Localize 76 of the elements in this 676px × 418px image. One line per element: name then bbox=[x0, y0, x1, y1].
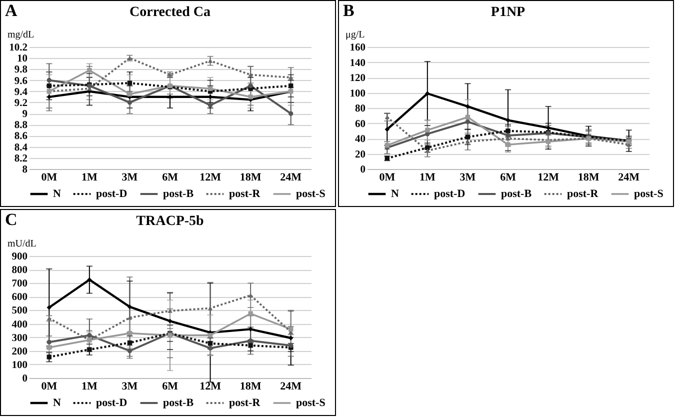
text: A bbox=[5, 1, 18, 21]
legend-label: post-R bbox=[567, 188, 600, 200]
x-tick-label: 1M bbox=[81, 380, 98, 392]
x-tick-label: 0M bbox=[41, 380, 58, 392]
y-axis-title: μg/L bbox=[346, 30, 365, 40]
legend-label: post-S bbox=[296, 188, 326, 200]
y-tick-label: 60 bbox=[355, 118, 366, 130]
y-axis-title: mU/dL bbox=[8, 238, 36, 250]
y-tick-label: 100 bbox=[12, 360, 28, 371]
y-tick-label: 500 bbox=[12, 306, 28, 317]
chart-title: P1NP bbox=[490, 5, 526, 20]
x-tick-label: 0M bbox=[379, 172, 396, 184]
x-tick-label: 12M bbox=[200, 172, 222, 184]
legend-label: post-R bbox=[229, 397, 262, 409]
x-tick-label: 0M bbox=[41, 172, 58, 184]
y-tick-label: 140 bbox=[350, 58, 366, 69]
y-tick-label: 80 bbox=[355, 104, 366, 114]
text: B bbox=[343, 1, 354, 21]
x-tick-label: 18M bbox=[240, 172, 262, 184]
x-tick-label: 6M bbox=[162, 172, 179, 184]
x-tick-label: 6M bbox=[162, 380, 179, 392]
y-tick-label: 20 bbox=[355, 149, 366, 160]
y-axis-title: mg/dL bbox=[8, 30, 34, 40]
y-tick-label: 900 bbox=[12, 252, 28, 262]
y-tick-label: 10 bbox=[17, 54, 28, 65]
x-tick-label: 1M bbox=[81, 172, 98, 184]
y-tick-label: 9.4 bbox=[14, 86, 28, 98]
legend-label: N bbox=[53, 188, 61, 200]
y-tick-label: 10.2 bbox=[9, 42, 28, 54]
y-tick-label: 160 bbox=[350, 42, 366, 54]
x-tick-label: 24M bbox=[280, 172, 302, 184]
x-tick-label: 12M bbox=[538, 172, 560, 184]
y-tick-label: 400 bbox=[12, 319, 28, 330]
y-tick-label: 0 bbox=[360, 164, 366, 176]
legend-label: post-B bbox=[163, 397, 194, 409]
y-tick-label: 800 bbox=[12, 265, 28, 276]
text: C bbox=[5, 210, 18, 230]
x-tick-label: 3M bbox=[460, 172, 476, 184]
y-tick-label: 600 bbox=[12, 292, 28, 304]
y-tick-label: 0 bbox=[22, 374, 28, 384]
chart-title: TRACP-5b bbox=[136, 214, 204, 229]
legend-label: post-S bbox=[634, 188, 664, 200]
legend-label: N bbox=[53, 397, 61, 409]
legend-label: N bbox=[391, 188, 399, 200]
x-tick-label: 24M bbox=[618, 172, 640, 184]
y-tick-label: 300 bbox=[12, 332, 28, 344]
y-tick-label: 200 bbox=[12, 346, 28, 358]
y-tick-label: 8 bbox=[22, 164, 28, 176]
legend-label: post-D bbox=[96, 397, 128, 409]
x-tick-label: 1M bbox=[419, 172, 436, 184]
chart-title: Corrected Ca bbox=[130, 5, 210, 20]
y-tick-label: 40 bbox=[355, 134, 366, 145]
y-tick-label: 120 bbox=[350, 73, 366, 84]
x-tick-label: 3M bbox=[122, 380, 138, 392]
legend-label: post-D bbox=[96, 188, 128, 200]
y-tick-label: 9.6 bbox=[14, 76, 28, 87]
y-tick-label: 8.6 bbox=[14, 131, 28, 142]
legend-label: post-S bbox=[296, 397, 326, 409]
x-tick-label: 18M bbox=[240, 380, 262, 392]
x-tick-label: 6M bbox=[500, 172, 517, 184]
y-tick-label: 8.2 bbox=[14, 153, 28, 164]
y-tick-label: 9.2 bbox=[14, 98, 28, 109]
y-tick-label: 700 bbox=[12, 278, 28, 290]
x-tick-label: 24M bbox=[280, 380, 302, 392]
legend-label: post-B bbox=[163, 188, 194, 200]
x-tick-label: 3M bbox=[122, 172, 138, 184]
x-tick-label: 12M bbox=[200, 380, 222, 392]
y-tick-label: 100 bbox=[350, 88, 366, 100]
y-tick-label: 8.4 bbox=[14, 142, 28, 154]
y-tick-label: 8.8 bbox=[14, 120, 28, 132]
y-tick-label: 9 bbox=[22, 109, 28, 120]
legend-label: post-B bbox=[501, 188, 532, 200]
legend-label: post-D bbox=[434, 188, 466, 200]
legend-label: post-R bbox=[229, 188, 262, 200]
x-tick-label: 18M bbox=[578, 172, 600, 184]
y-tick-label: 9.8 bbox=[14, 64, 28, 76]
